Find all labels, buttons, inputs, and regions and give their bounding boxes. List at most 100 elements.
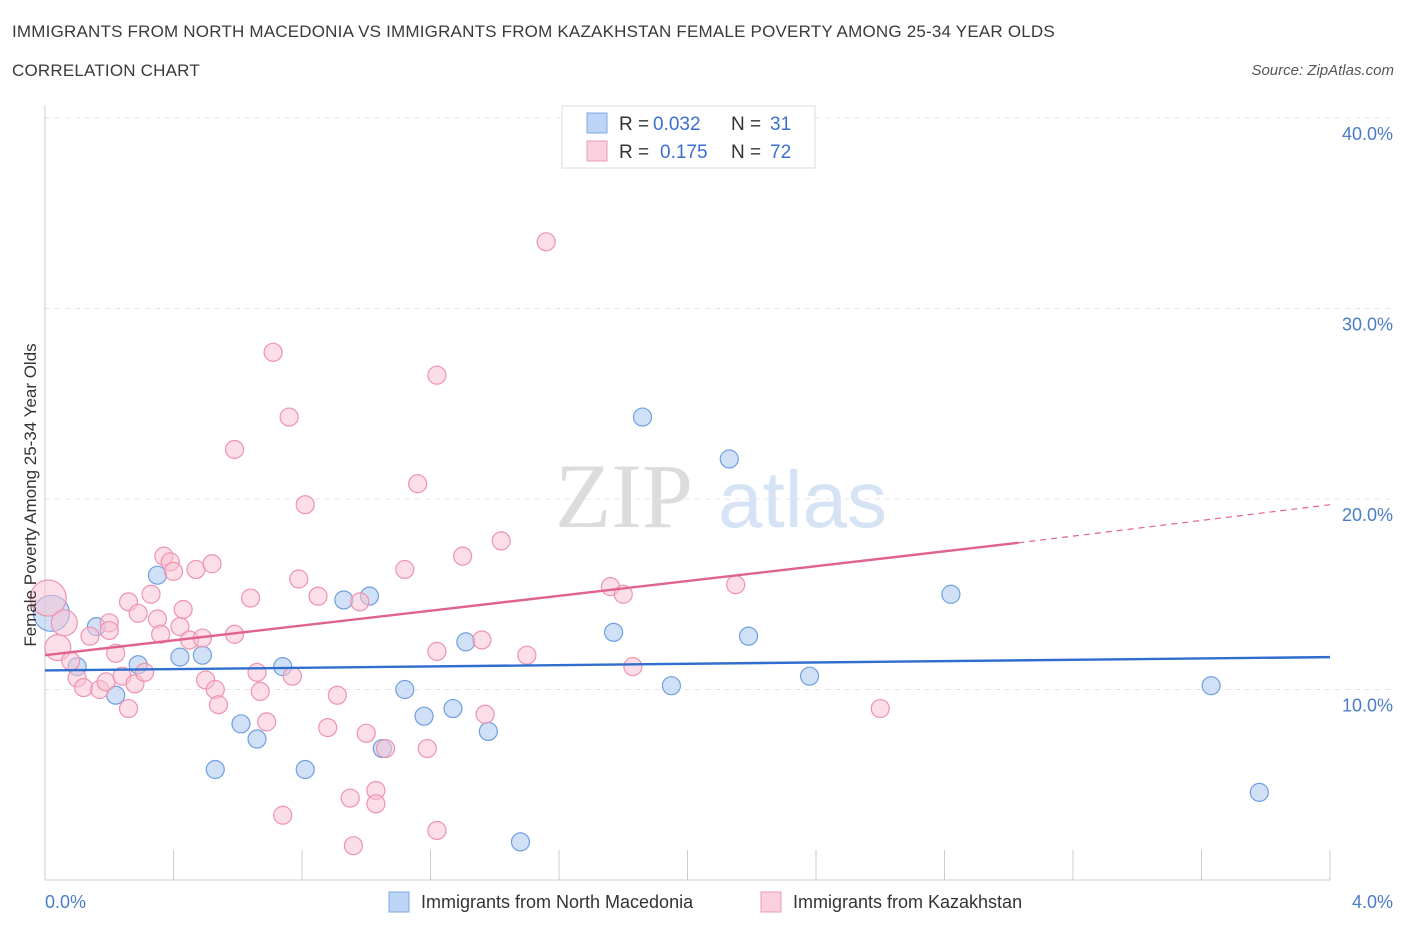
data-point: [50, 609, 78, 637]
data-point: [224, 439, 245, 460]
y-tick-label: 40.0%: [1342, 124, 1393, 144]
data-point: [343, 836, 363, 856]
data-point: [208, 695, 229, 715]
data-point: [1201, 676, 1221, 696]
data-point: [427, 365, 447, 385]
legend-r-label-b: R =: [619, 142, 649, 163]
data-point: [273, 805, 293, 825]
trend-line-extension-kazakhstan: [1018, 504, 1331, 544]
data-point: [118, 698, 139, 719]
data-point: [456, 632, 476, 652]
data-point: [1249, 782, 1269, 802]
data-point: [263, 342, 283, 362]
data-point: [80, 626, 100, 646]
trend-lines: [44, 504, 1331, 672]
data-point: [289, 569, 309, 589]
data-point: [202, 554, 222, 574]
legend-swatch-kazakhstan: [586, 140, 608, 162]
data-point: [427, 820, 447, 841]
watermark-zip: ZIP: [555, 445, 693, 547]
legend-swatch-north-macedonia: [586, 112, 608, 134]
data-point: [205, 759, 225, 780]
source-credit: Source: ZipAtlas.com: [1251, 62, 1394, 79]
data-point: [61, 651, 81, 671]
data-point: [799, 666, 820, 686]
data-point: [151, 624, 171, 644]
data-point: [247, 729, 267, 749]
data-point: [632, 407, 653, 427]
data-point: [163, 561, 184, 581]
y-tick-labels: 10.0% 20.0% 30.0% 40.0%: [1342, 124, 1393, 716]
data-point: [295, 495, 315, 515]
data-point: [408, 474, 428, 494]
data-point: [491, 531, 511, 551]
y-tick-label: 30.0%: [1342, 315, 1393, 335]
data-point: [279, 407, 299, 427]
y-tick-label: 10.0%: [1342, 696, 1393, 716]
data-point: [661, 676, 682, 696]
data-point: [472, 630, 492, 650]
data-point: [173, 599, 193, 620]
data-point: [170, 647, 190, 667]
data-point: [334, 590, 354, 610]
chart-title: IMMIGRANTS FROM NORTH MACEDONIA VS IMMIG…: [12, 22, 1055, 41]
data-point: [941, 584, 961, 604]
data-point: [231, 714, 251, 734]
data-point: [536, 232, 556, 252]
data-point: [128, 603, 148, 623]
bottom-legend-swatch-kazakhstan: [760, 891, 782, 913]
data-point: [726, 575, 746, 595]
data-point: [738, 626, 759, 646]
data-point: [478, 721, 498, 742]
data-point: [453, 546, 473, 566]
bottom-legend: Immigrants from North Macedonia Immigran…: [388, 891, 1022, 913]
bottom-legend-swatch-north-macedonia: [388, 891, 410, 913]
data-point: [257, 712, 277, 732]
data-point: [340, 788, 360, 808]
data-point: [106, 643, 126, 663]
data-point: [443, 698, 463, 719]
data-point: [375, 738, 396, 759]
data-point: [29, 579, 67, 617]
axes: [44, 105, 1331, 881]
data-point: [395, 559, 415, 580]
data-point: [99, 620, 119, 641]
watermark-atlas: atlas: [718, 455, 887, 544]
data-point: [250, 681, 270, 702]
x-tick-label-min: 0.0%: [45, 892, 86, 912]
data-point: [356, 723, 376, 743]
data-point: [308, 586, 328, 606]
legend-box: R = 0.032 N = 31 R = 0.175 N = 72: [561, 105, 816, 169]
data-point: [192, 645, 213, 665]
data-point: [282, 666, 302, 686]
chart-subtitle: CORRELATION CHART: [12, 61, 200, 80]
data-point: [350, 592, 370, 612]
legend-r-value-b: 0.175: [660, 142, 708, 163]
trend-line-north-macedonia: [44, 655, 1331, 672]
data-point: [186, 559, 206, 580]
data-point: [604, 622, 624, 642]
bottom-legend-label-north-macedonia: Immigrants from North Macedonia: [421, 892, 694, 912]
data-point: [623, 657, 643, 677]
data-point: [241, 588, 261, 608]
data-point: [327, 685, 347, 705]
data-point: [73, 677, 94, 698]
y-tick-label: 20.0%: [1342, 505, 1393, 525]
data-point: [141, 584, 161, 604]
data-point: [96, 672, 116, 692]
y-axis-label: Female Poverty Among 25-34 Year Olds: [21, 343, 40, 646]
legend-n-value-a: 31: [770, 114, 791, 135]
data-point: [395, 679, 415, 700]
legend-r-value-a: 0.032: [653, 114, 701, 135]
data-point: [147, 565, 168, 585]
data-point: [475, 704, 495, 724]
legend-r-label-a: R =: [619, 114, 649, 135]
data-point: [417, 738, 437, 759]
data-point: [517, 645, 537, 665]
data-point: [366, 794, 386, 814]
data-point: [510, 832, 531, 852]
data-point: [134, 662, 155, 682]
legend-n-value-b: 72: [770, 142, 791, 163]
trend-line-kazakhstan: [44, 541, 1019, 657]
